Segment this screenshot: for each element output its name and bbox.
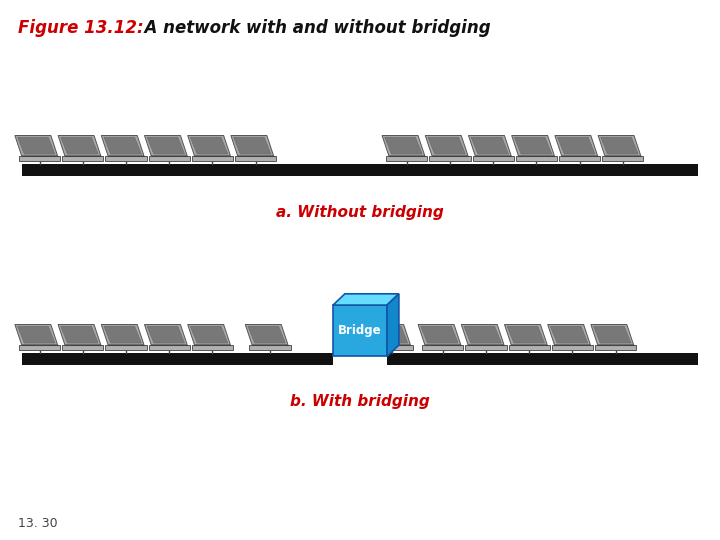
Text: 13. 30: 13. 30 xyxy=(18,517,58,530)
Polygon shape xyxy=(15,325,58,345)
Bar xyxy=(105,345,147,350)
Polygon shape xyxy=(514,137,552,154)
Polygon shape xyxy=(598,136,641,156)
Polygon shape xyxy=(428,137,465,154)
Bar xyxy=(148,156,190,161)
Bar xyxy=(372,345,413,350)
Bar xyxy=(105,156,147,161)
Bar xyxy=(387,353,698,365)
Polygon shape xyxy=(368,325,410,345)
Polygon shape xyxy=(60,137,98,154)
Polygon shape xyxy=(190,137,228,154)
Bar xyxy=(22,353,333,365)
Bar xyxy=(559,156,600,161)
Bar xyxy=(595,345,636,350)
Polygon shape xyxy=(17,326,55,343)
Polygon shape xyxy=(382,136,425,156)
Polygon shape xyxy=(550,326,588,343)
Text: Bridge: Bridge xyxy=(338,324,382,338)
Bar xyxy=(22,164,698,176)
Polygon shape xyxy=(246,325,288,345)
Polygon shape xyxy=(507,326,544,343)
Polygon shape xyxy=(145,325,187,345)
Polygon shape xyxy=(471,137,508,154)
Polygon shape xyxy=(102,136,144,156)
Bar xyxy=(19,156,60,161)
Polygon shape xyxy=(600,137,638,154)
Bar xyxy=(422,345,464,350)
Polygon shape xyxy=(462,325,504,345)
Polygon shape xyxy=(147,326,184,343)
Polygon shape xyxy=(15,136,58,156)
Bar xyxy=(508,345,550,350)
Polygon shape xyxy=(17,137,55,154)
Polygon shape xyxy=(60,326,98,343)
Polygon shape xyxy=(557,137,595,154)
Bar xyxy=(386,156,428,161)
Text: A network with and without bridging: A network with and without bridging xyxy=(133,19,491,37)
Polygon shape xyxy=(464,326,501,343)
Bar xyxy=(19,345,60,350)
Polygon shape xyxy=(593,326,631,343)
Polygon shape xyxy=(420,326,458,343)
Polygon shape xyxy=(145,136,187,156)
Polygon shape xyxy=(384,137,422,154)
Polygon shape xyxy=(512,136,554,156)
Bar xyxy=(465,345,507,350)
Bar xyxy=(62,156,104,161)
Polygon shape xyxy=(387,294,399,356)
Polygon shape xyxy=(102,325,144,345)
Bar xyxy=(192,156,233,161)
Polygon shape xyxy=(104,137,141,154)
Bar xyxy=(516,156,557,161)
Polygon shape xyxy=(104,326,141,343)
Polygon shape xyxy=(190,326,228,343)
Polygon shape xyxy=(370,326,408,343)
Bar xyxy=(552,345,593,350)
Bar xyxy=(148,345,190,350)
Bar xyxy=(429,156,471,161)
Polygon shape xyxy=(333,294,399,305)
Polygon shape xyxy=(58,136,101,156)
Text: b. With bridging: b. With bridging xyxy=(290,394,430,409)
Bar xyxy=(472,156,514,161)
Bar xyxy=(249,345,291,350)
Polygon shape xyxy=(469,136,511,156)
Polygon shape xyxy=(188,136,230,156)
Polygon shape xyxy=(248,326,285,343)
Polygon shape xyxy=(555,136,598,156)
Bar xyxy=(192,345,233,350)
Polygon shape xyxy=(591,325,634,345)
Bar xyxy=(235,156,276,161)
Polygon shape xyxy=(233,137,271,154)
Polygon shape xyxy=(418,325,461,345)
Text: a. Without bridging: a. Without bridging xyxy=(276,205,444,220)
Text: Figure 13.12:: Figure 13.12: xyxy=(18,19,143,37)
Polygon shape xyxy=(426,136,468,156)
Polygon shape xyxy=(188,325,230,345)
Polygon shape xyxy=(548,325,590,345)
Polygon shape xyxy=(147,137,184,154)
Polygon shape xyxy=(58,325,101,345)
Polygon shape xyxy=(231,136,274,156)
Bar xyxy=(333,305,387,356)
Polygon shape xyxy=(505,325,547,345)
Bar xyxy=(602,156,644,161)
Bar xyxy=(62,345,104,350)
